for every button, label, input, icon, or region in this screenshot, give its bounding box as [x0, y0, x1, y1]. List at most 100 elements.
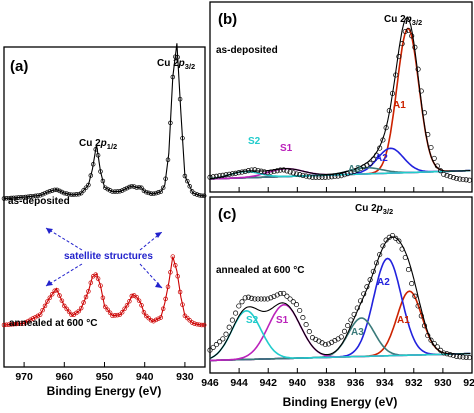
panel-a-point — [105, 307, 110, 313]
panel-c-plot — [207, 232, 472, 362]
panel-a-point — [16, 195, 21, 200]
panel-c-point — [322, 341, 328, 348]
panel-c-point — [463, 354, 469, 360]
panel-b-point — [402, 28, 408, 35]
panel-b-point — [434, 163, 440, 169]
panel-a-point — [144, 189, 149, 195]
panel-b-point — [466, 177, 472, 183]
panel-b-point — [454, 176, 460, 182]
panel-a-point — [158, 189, 164, 194]
panel-c-envelope-line — [209, 236, 471, 359]
panel-b-point — [396, 54, 402, 60]
panel-b-point — [399, 41, 405, 47]
panel-a-point — [76, 308, 82, 314]
panel-b-point — [431, 155, 437, 161]
panel-a-xlabel: Binding Energy (eV) — [47, 384, 162, 398]
panel-a-point — [134, 294, 139, 300]
panel-b-point — [319, 174, 325, 180]
panel-c-point — [239, 299, 245, 305]
panel-c-ticklabel-946: 946 — [201, 377, 219, 389]
panel-c-point — [341, 328, 348, 334]
panel-a-point — [165, 284, 171, 290]
panel-a-point — [76, 191, 82, 197]
panel-c-point — [450, 352, 456, 359]
panel-a-markers-1 — [1, 254, 207, 328]
panel-b-point — [341, 172, 348, 178]
panel-a-point — [88, 280, 94, 285]
panel-a-point — [69, 192, 74, 197]
panel-a-point — [1, 322, 7, 328]
panel-b-frame — [209, 1, 473, 193]
panel-c-point — [428, 337, 434, 343]
panel-a-point — [156, 190, 161, 195]
panel-b-point — [239, 169, 245, 175]
panel-c-point — [252, 296, 258, 302]
panel-c-point — [402, 254, 408, 261]
panel-a-point — [64, 306, 69, 312]
peak-label-cu2p12: Cu 2p1/2 — [79, 138, 117, 151]
panel-a-point — [117, 312, 123, 317]
panel-b-ticks — [209, 187, 473, 192]
panel-b-point — [236, 170, 242, 176]
panel-b-point — [252, 167, 258, 173]
panel-b-point — [242, 168, 248, 174]
panel-a-point — [129, 183, 135, 189]
panel-a-point — [54, 287, 60, 293]
panel-a-point — [59, 189, 65, 195]
panel-b-point — [418, 88, 424, 94]
panel-a-point — [28, 194, 33, 199]
panel-a-point — [124, 185, 130, 191]
panel-c-point — [418, 313, 424, 319]
panel-b-plot — [207, 17, 472, 183]
panel-a-point — [153, 190, 159, 196]
panel-c-point — [415, 303, 421, 309]
panel-c-point — [258, 296, 264, 302]
panel-b-point — [290, 170, 296, 176]
panel-b-point — [380, 137, 386, 143]
panel-a-point — [18, 195, 24, 200]
panel-a-point — [86, 182, 91, 188]
panel-c-point — [338, 334, 344, 340]
panel-b-point — [377, 145, 383, 151]
panel-c-point — [213, 342, 219, 348]
panel-b-envelope-line — [209, 17, 471, 180]
panel-c-component-s1 — [210, 303, 471, 362]
panel-b-point — [313, 174, 319, 180]
panel-a-point — [192, 321, 197, 326]
panel-a-ticklabel-970: 970 — [15, 371, 33, 383]
panel-c-point — [460, 354, 466, 360]
panel-b-point — [303, 173, 309, 179]
panel-a-point — [71, 192, 77, 197]
panel-a-point — [21, 194, 26, 200]
panel-a-ticklabel-930: 930 — [176, 371, 194, 383]
panel-c-point — [380, 243, 386, 249]
panel-a-point — [115, 312, 120, 318]
panel-b-point — [457, 176, 463, 182]
panel-c-ticklabel-934: 934 — [376, 377, 394, 389]
panel-c-point — [268, 295, 274, 301]
panel-a-point — [6, 322, 12, 327]
panel-b-point — [293, 171, 300, 177]
panel-b-experimental-points — [207, 27, 472, 183]
panel-c-point — [290, 299, 296, 305]
panel-a-point — [112, 313, 118, 318]
panel-b-label-a1: A1 — [393, 100, 406, 111]
panel-a-point — [100, 295, 106, 301]
panel-a-point — [30, 316, 36, 321]
panel-b-point — [249, 167, 255, 173]
panel-b-point — [245, 168, 251, 174]
panel-c-point — [457, 354, 463, 360]
panel-a-point — [25, 194, 31, 199]
panel-a-point — [81, 300, 86, 305]
panel-a-point — [199, 193, 205, 199]
panel-c-point — [217, 339, 223, 345]
panel-a-point — [42, 303, 48, 309]
panel-c-point — [396, 238, 402, 244]
panel-a-point — [47, 295, 53, 301]
panel-a-point — [57, 293, 62, 298]
panel-c-point — [281, 290, 287, 296]
panel-c-point — [265, 296, 271, 302]
panel-b-point — [229, 171, 235, 177]
panel-a-point — [117, 189, 123, 194]
panel-a-point — [86, 289, 91, 294]
